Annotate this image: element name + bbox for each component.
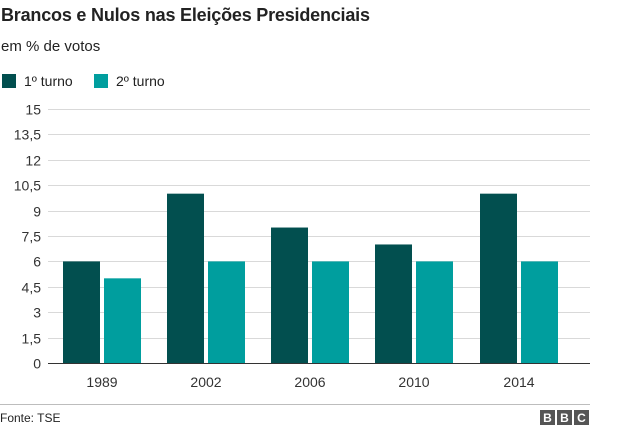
x-tick-label: 2010 bbox=[398, 374, 429, 390]
bar-2002-second-round bbox=[208, 261, 245, 363]
y-tick-label: 15 bbox=[25, 102, 41, 118]
chart-title: Brancos e Nulos nas Eleições Presidencia… bbox=[1, 5, 370, 25]
y-tick-label: 9 bbox=[33, 204, 41, 220]
legend: 1º turno 2º turno bbox=[0, 73, 300, 91]
legend-swatch-first-round bbox=[2, 74, 16, 88]
x-tick-label: 2014 bbox=[503, 374, 534, 390]
legend-item-first-round: 1º turno bbox=[2, 73, 73, 89]
y-tick-label: 3 bbox=[33, 305, 41, 321]
x-tick-label: 2002 bbox=[190, 374, 221, 390]
bars bbox=[63, 193, 558, 363]
bar-2006-second-round bbox=[312, 261, 349, 363]
legend-label-first-round: 1º turno bbox=[24, 73, 73, 89]
legend-item-second-round: 2º turno bbox=[94, 73, 165, 89]
y-tick-label: 4,5 bbox=[22, 280, 42, 296]
y-tick-label: 13,5 bbox=[14, 127, 41, 143]
bar-1989-first-round bbox=[63, 261, 100, 363]
footer-divider bbox=[0, 404, 590, 405]
x-tick-label: 2006 bbox=[294, 374, 325, 390]
bbc-logo-letter: B bbox=[557, 410, 572, 425]
bar-2010-second-round bbox=[416, 261, 453, 363]
bar-2006-first-round bbox=[271, 227, 308, 363]
bar-2014-first-round bbox=[480, 193, 517, 363]
legend-swatch-second-round bbox=[94, 74, 108, 88]
y-tick-label: 7,5 bbox=[22, 229, 42, 245]
bbc-logo-letter: C bbox=[574, 410, 589, 425]
bar-2014-second-round bbox=[521, 261, 558, 363]
y-tick-label: 0 bbox=[33, 356, 41, 372]
bbc-logo: B B C bbox=[540, 410, 589, 425]
y-tick-label: 12 bbox=[25, 153, 41, 169]
y-tick-label: 6 bbox=[33, 254, 41, 270]
bar-1989-second-round bbox=[104, 278, 141, 363]
bar-2010-first-round bbox=[375, 244, 412, 363]
legend-label-second-round: 2º turno bbox=[116, 73, 165, 89]
chart-subtitle: em % de votos bbox=[1, 38, 101, 55]
x-axis-ticks: 1989 2002 2006 2010 2014 bbox=[86, 374, 534, 390]
source-note: Fonte: TSE bbox=[0, 411, 61, 425]
y-tick-label: 10,5 bbox=[14, 178, 41, 194]
bar-2002-first-round bbox=[167, 193, 204, 363]
bbc-logo-letter: B bbox=[540, 410, 555, 425]
x-tick-label: 1989 bbox=[86, 374, 117, 390]
y-axis-ticks: 0 1,5 3 4,5 6 7,5 9 10,5 12 13,5 15 bbox=[14, 102, 41, 372]
y-tick-label: 1,5 bbox=[22, 331, 42, 347]
